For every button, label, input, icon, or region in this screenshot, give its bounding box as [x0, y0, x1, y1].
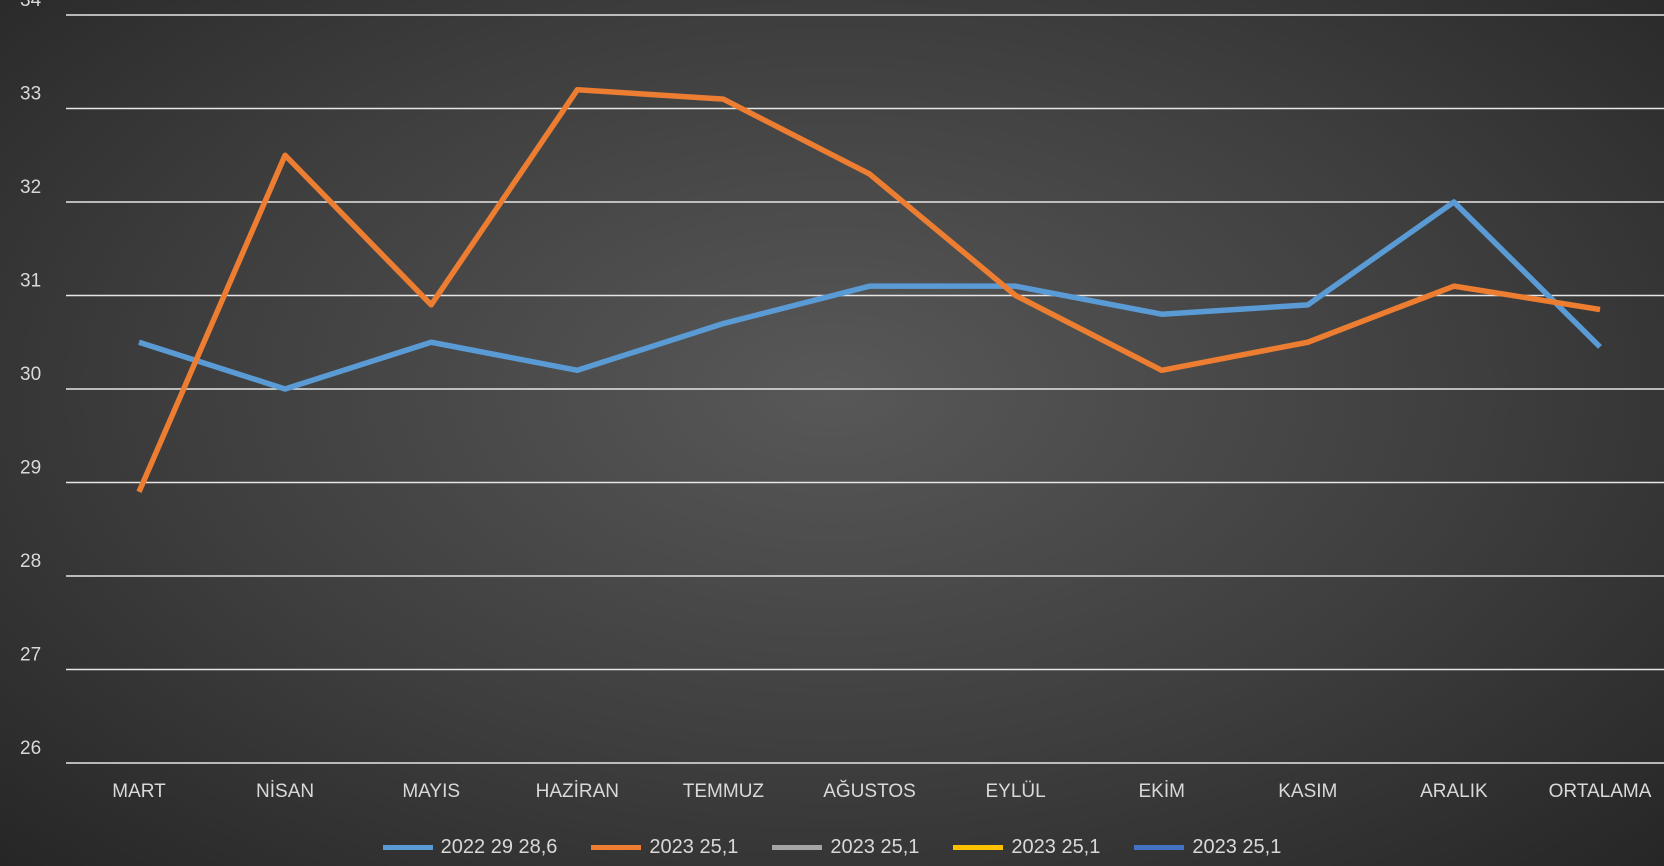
- legend-swatch: [591, 844, 642, 850]
- y-tick-label: 28: [20, 551, 41, 572]
- legend-item: 2023 25,1: [772, 836, 919, 859]
- y-tick-label: 32: [20, 177, 41, 198]
- legend-swatch: [772, 844, 823, 850]
- x-tick-label: NİSAN: [256, 781, 314, 802]
- y-tick-label: 34: [20, 0, 42, 11]
- x-tick-label: ORTALAMA: [1549, 781, 1652, 802]
- legend-swatch: [1134, 844, 1185, 850]
- x-tick-label: MART: [112, 781, 166, 802]
- x-tick-label: AĞUSTOS: [823, 780, 916, 802]
- x-tick-label: MAYIS: [402, 781, 460, 802]
- legend-item: 2023 25,1: [591, 836, 738, 859]
- legend: 2022 29 28,6 2023 25,1 2023 25,1 2023 25,1 2…: [0, 830, 1664, 864]
- y-tick-label: 27: [20, 645, 41, 666]
- y-tick-label: 30: [20, 364, 41, 385]
- y-tick-label: 33: [20, 84, 41, 105]
- x-tick-label: TEMMUZ: [683, 781, 765, 802]
- y-tick-label: 31: [20, 271, 41, 292]
- legend-label: 2023 25,1: [1011, 835, 1101, 858]
- legend-label: 2023 25,1: [1192, 835, 1282, 858]
- x-tick-label: EYLÜL: [985, 781, 1045, 802]
- x-tick-label: KASIM: [1278, 781, 1337, 802]
- legend-label: 2022 29 28,6: [440, 835, 558, 858]
- x-tick-label: EKİM: [1138, 781, 1184, 802]
- chart: 26 27 28 29 30 31 32 33 34 MART NİSAN MAYIS HAZİRAN T…: [20, 0, 1664, 802]
- x-tick-label: HAZİRAN: [536, 781, 619, 802]
- legend-swatch: [953, 844, 1004, 850]
- y-tick-label: 26: [20, 738, 41, 759]
- y-tick-label: 29: [20, 458, 41, 479]
- x-tick-label: ARALIK: [1420, 781, 1488, 802]
- legend-item: 2022 29 28,6: [382, 835, 558, 859]
- legend-swatch: [382, 844, 433, 850]
- legend-label: 2023 25,1: [649, 835, 739, 858]
- legend-item: 2023 25,1: [1134, 836, 1281, 859]
- series-line: [138, 199, 1602, 392]
- legend-item: 2023 25,1: [953, 836, 1100, 859]
- series-line: [136, 87, 1601, 493]
- legend-label: 2023 25,1: [830, 835, 920, 858]
